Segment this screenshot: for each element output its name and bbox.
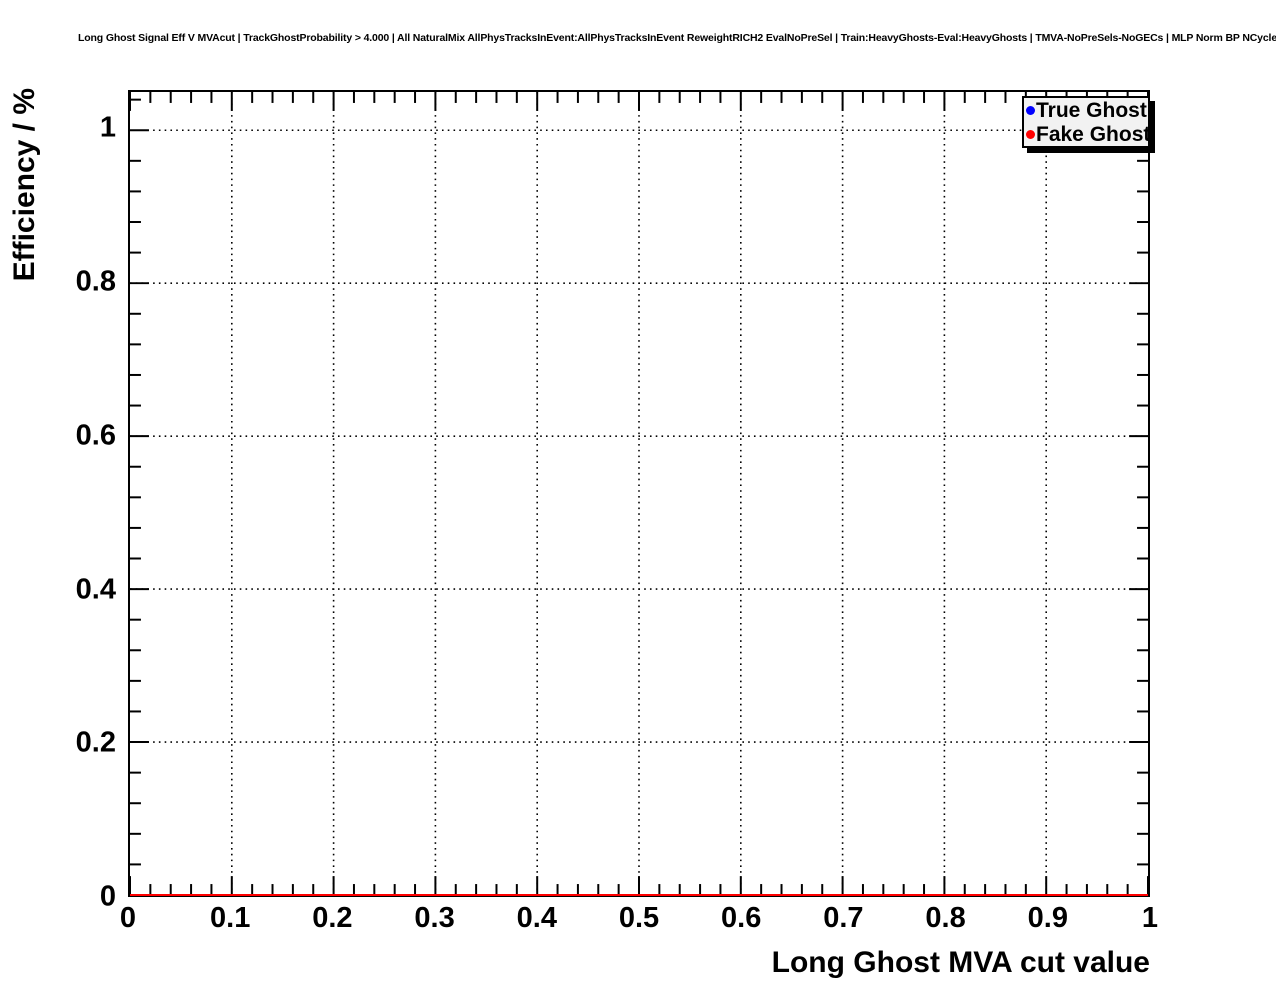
plot-frame [128, 90, 1150, 897]
x-tick-label: 0.3 [414, 902, 455, 934]
data-series [130, 894, 1148, 896]
y-axis-title: Efficiency / % [8, 88, 41, 282]
x-tick-label: 0 [119, 902, 137, 934]
x-axis-title: Long Ghost MVA cut value [771, 946, 1150, 979]
y-tick-label: 0.4 [75, 573, 116, 606]
y-tick-label: 0.2 [75, 726, 116, 759]
y-tick-label: 1 [99, 111, 116, 144]
legend-entry: True Ghost [1026, 98, 1148, 122]
x-tick-label: 0.9 [1027, 902, 1068, 934]
legend-marker-dot-icon [1026, 129, 1035, 139]
x-tick-label: 0.6 [721, 902, 762, 934]
legend-label: Fake Ghost [1036, 122, 1151, 146]
grid-lines [130, 92, 1148, 895]
x-tick-label: 0.7 [823, 902, 864, 934]
legend-entry: Fake Ghost [1026, 122, 1151, 146]
x-tick-label: 0.8 [925, 902, 966, 934]
y-tick-label: 0.8 [75, 265, 116, 298]
legend-marker-dot-icon [1026, 105, 1035, 115]
axis-ticks [129, 92, 1149, 896]
x-tick-label: 1 [1141, 902, 1159, 934]
chart-title: Long Ghost Signal Eff V MVAcut | TrackGh… [78, 32, 1276, 44]
x-tick-label: 0.1 [210, 902, 251, 934]
legend-label: True Ghost [1036, 98, 1147, 122]
y-tick-label: 0 [99, 880, 116, 913]
y-tick-label: 0.6 [75, 419, 116, 452]
x-tick-label: 0.5 [618, 902, 660, 934]
x-tick-label: 0.4 [516, 902, 557, 934]
legend-box: True Ghost Fake Ghost [1022, 96, 1150, 148]
x-tick-label: 0.2 [312, 902, 353, 934]
